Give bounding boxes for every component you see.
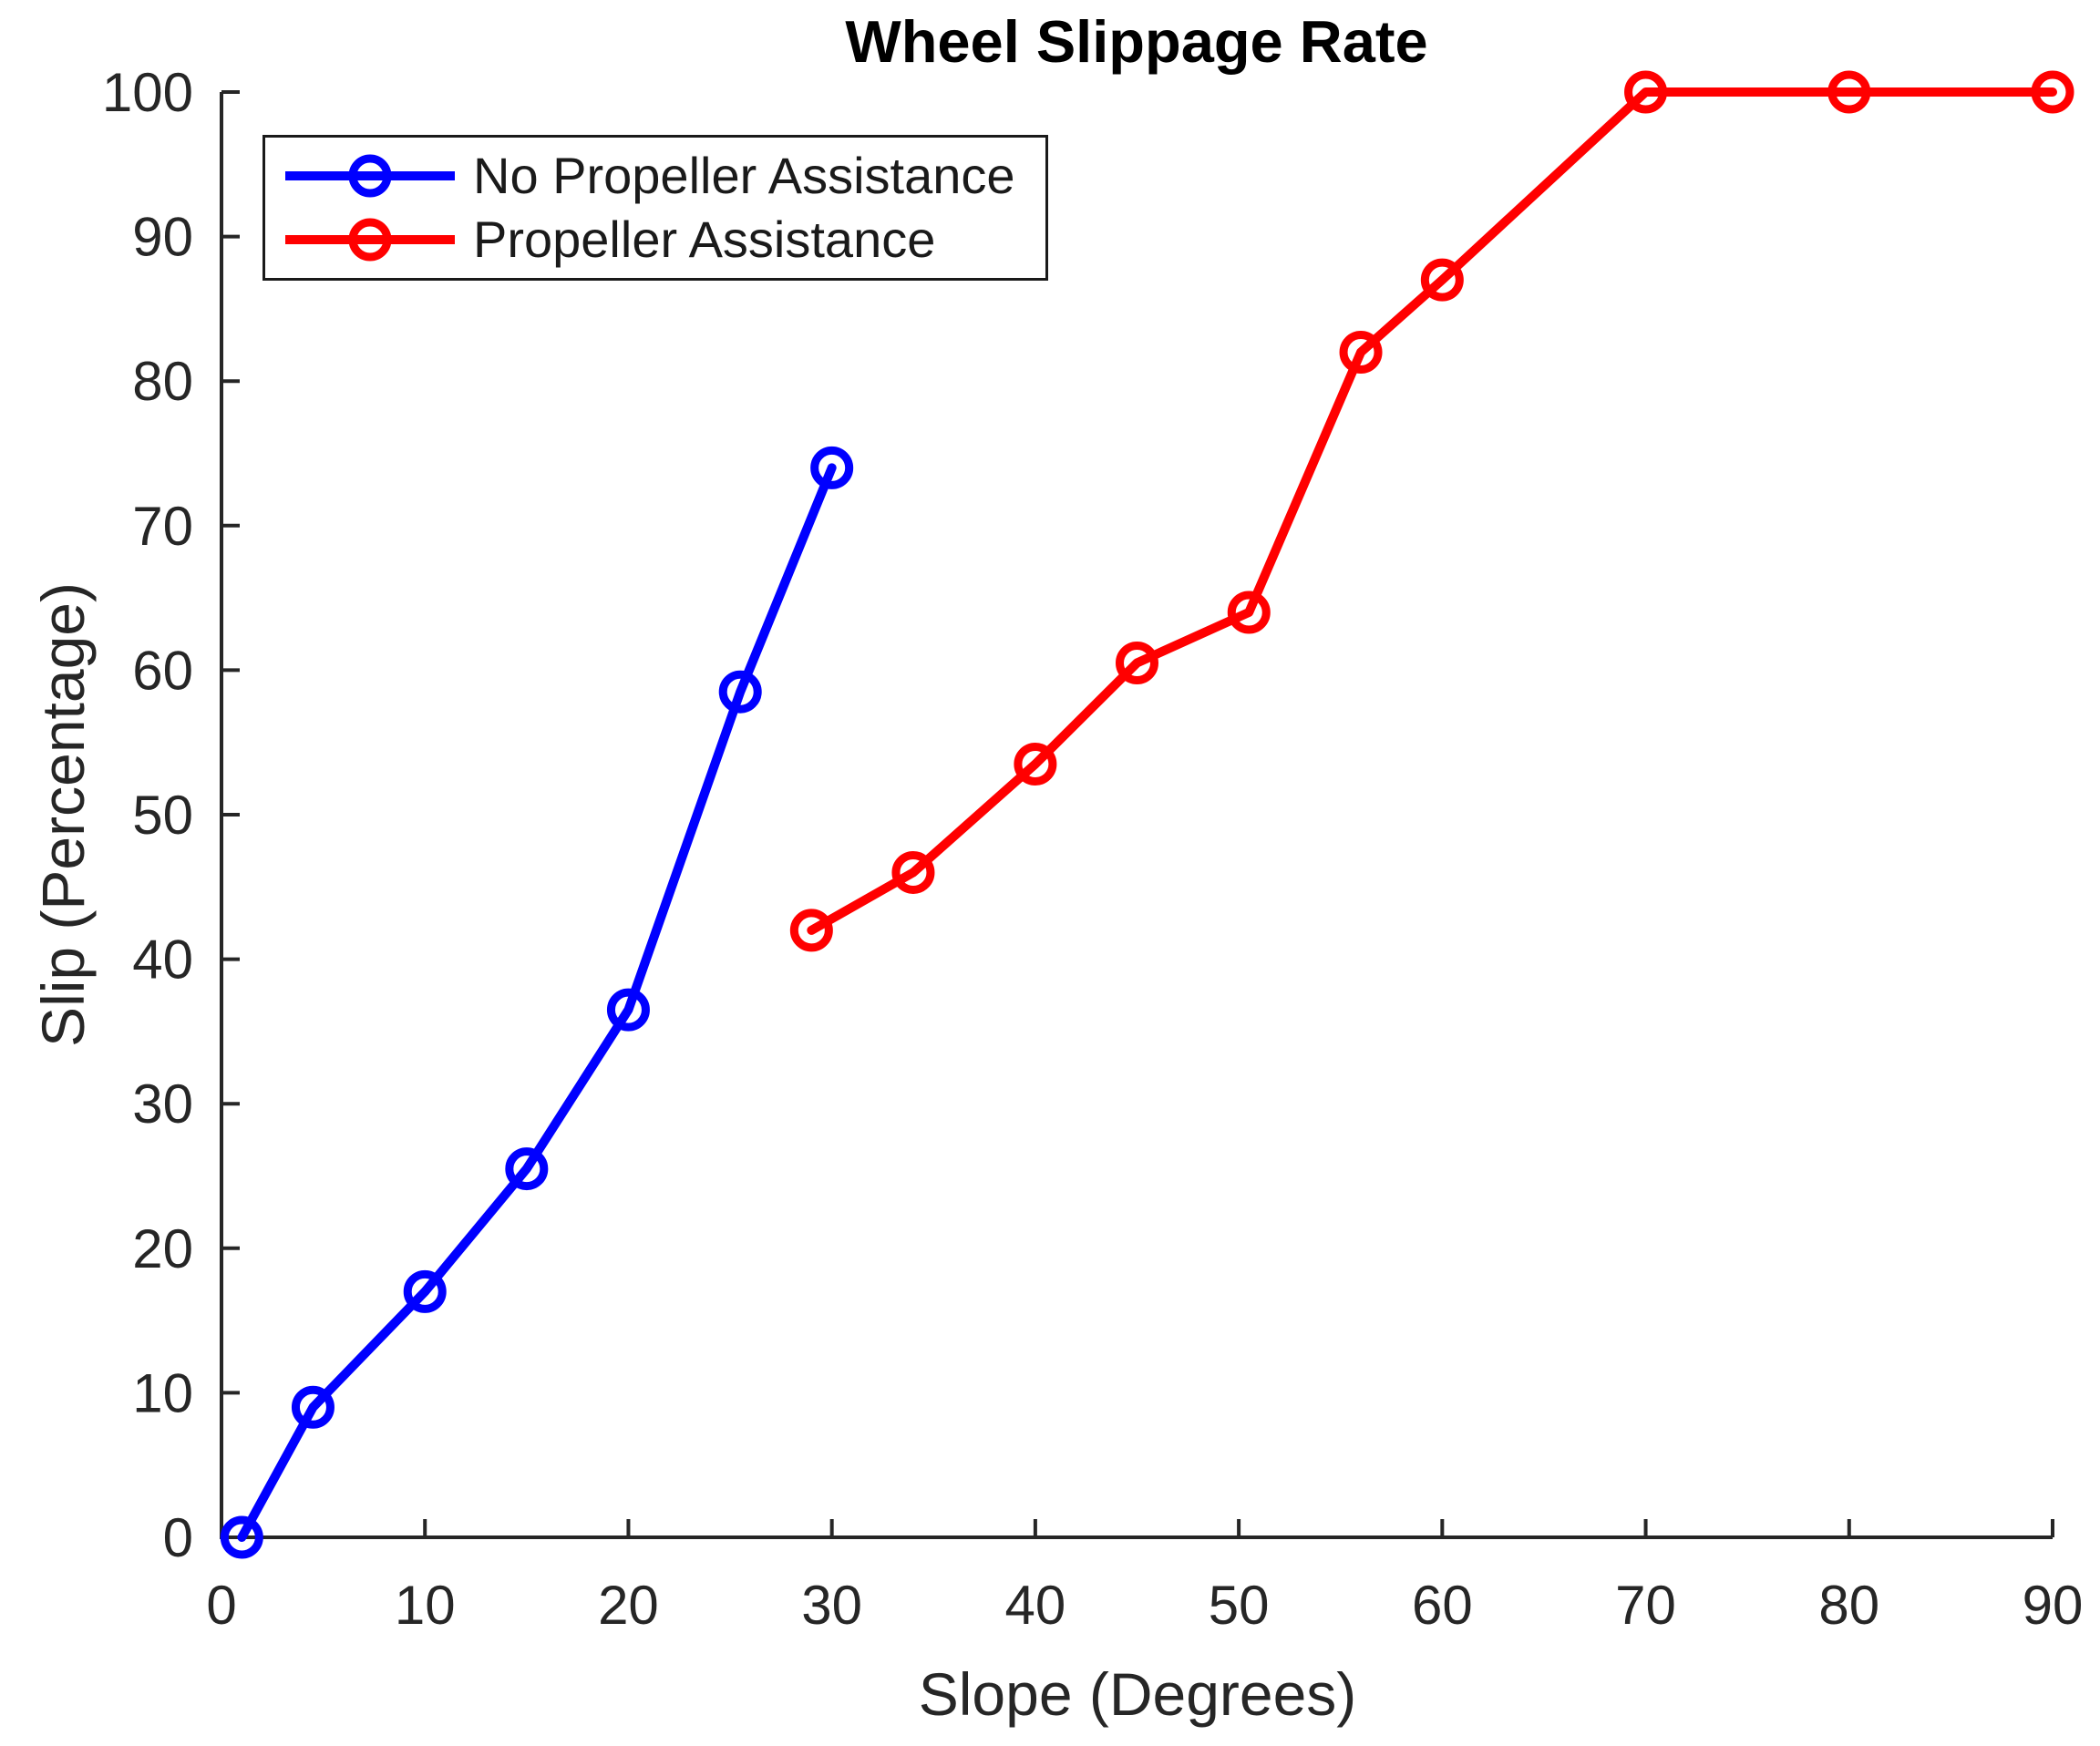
data-point-marker — [1827, 70, 1871, 114]
x-tick-label: 20 — [598, 1575, 659, 1636]
series-line-0 — [237, 463, 837, 1542]
data-point-marker — [1624, 70, 1668, 114]
data-point-marker — [1227, 591, 1271, 634]
x-tick-label: 0 — [206, 1575, 236, 1636]
y-tick-label: 90 — [132, 207, 193, 268]
data-point-marker — [1014, 742, 1057, 786]
data-point-marker — [291, 1385, 335, 1429]
y-axis-label: Slip (Percentage) — [29, 582, 97, 1047]
chart-title: Wheel Slippage Rate — [845, 8, 1427, 75]
legend-item-no-propeller-assistance: No Propeller Assistance — [283, 150, 1045, 201]
y-tick-label: 60 — [132, 640, 193, 701]
y-tick-label: 70 — [132, 496, 193, 557]
legend: No Propeller Assistance Propeller Assist… — [262, 135, 1048, 281]
data-point-marker — [403, 1269, 447, 1313]
data-point-marker — [1420, 258, 1464, 302]
axis-lines — [220, 92, 2053, 1539]
x-tick-label: 30 — [801, 1575, 862, 1636]
data-point-marker — [789, 909, 833, 952]
x-tick-label: 60 — [1412, 1575, 1473, 1636]
legend-label: No Propeller Assistance — [473, 147, 1015, 204]
data-point-marker — [220, 1515, 263, 1559]
y-tick-label: 10 — [132, 1362, 193, 1423]
data-point-marker — [1116, 641, 1158, 684]
data-point-marker — [1339, 330, 1383, 374]
legend-item-propeller-assistance: Propeller Assistance — [283, 214, 1045, 265]
x-tick-label: 50 — [1209, 1575, 1270, 1636]
y-tick-label: 20 — [132, 1218, 193, 1279]
data-point-marker — [505, 1147, 549, 1191]
data-series — [220, 70, 2074, 1559]
legend-label: Propeller Assistance — [473, 211, 936, 268]
x-tick-label: 80 — [1818, 1575, 1879, 1636]
x-axis-label: Slope (Degrees) — [919, 1660, 1357, 1728]
y-tick-label: 0 — [163, 1507, 193, 1568]
legend-line-marker-swatch — [285, 154, 455, 198]
data-point-marker — [2031, 70, 2074, 114]
data-point-marker — [718, 670, 762, 714]
legend-line-marker-swatch — [285, 218, 455, 262]
x-tick-label: 90 — [2023, 1575, 2084, 1636]
data-point-marker — [606, 988, 650, 1032]
y-tick-label: 40 — [132, 929, 193, 991]
y-tick-label: 80 — [132, 351, 193, 412]
series-line-1 — [807, 87, 2057, 935]
data-point-marker — [810, 446, 854, 489]
axes — [220, 90, 2054, 1539]
x-tick-label: 10 — [395, 1575, 456, 1636]
data-point-marker — [891, 850, 935, 894]
y-tick-label: 30 — [132, 1073, 193, 1135]
y-tick-label: 50 — [132, 785, 193, 846]
y-tick-label: 100 — [102, 62, 193, 123]
x-tick-label: 70 — [1615, 1575, 1676, 1636]
x-tick-label: 40 — [1005, 1575, 1066, 1636]
tick-labels: 0 10 20 30 40 50 60 70 80 90 0 10 20 30 40 50 60 70 80 90 10… — [102, 62, 2083, 1636]
